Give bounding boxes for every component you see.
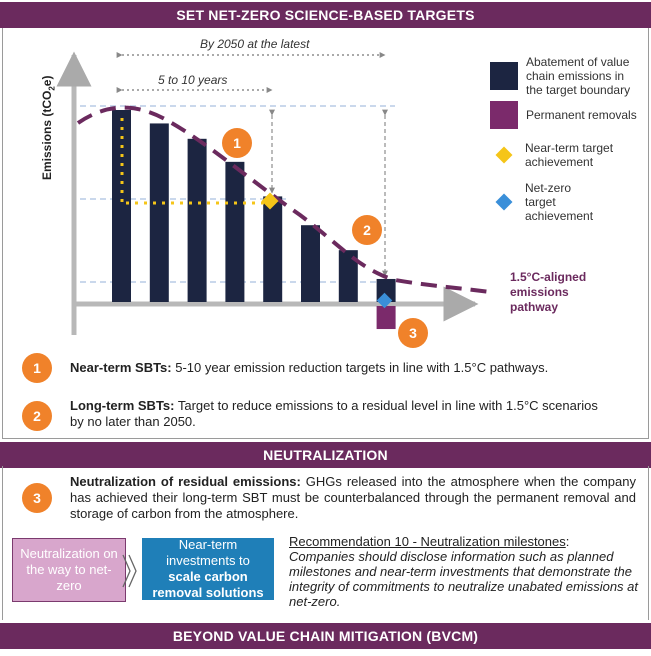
y-axis-label: Emissions (tCO2e) bbox=[40, 75, 57, 180]
span-short-label: 5 to 10 years bbox=[158, 73, 228, 87]
sbt-badge-2: 2 bbox=[22, 401, 52, 431]
chevron-right-icon bbox=[122, 554, 137, 588]
emission-bar bbox=[225, 161, 245, 302]
investments-box: Near-term investments to scale carbon re… bbox=[142, 537, 274, 600]
legend-near-term: Near-term target achievement bbox=[490, 141, 615, 169]
sbt-long-term: Long-term SBTs: Target to reduce emissio… bbox=[70, 398, 598, 429]
emissions-chart bbox=[56, 51, 491, 335]
legend-abatement: Abatement of value chain emissions in th… bbox=[490, 55, 641, 97]
pathway-label: 1.5°C-aligned emissions pathway bbox=[510, 270, 587, 314]
emission-bar bbox=[301, 225, 320, 302]
neutralization-way-box: Neutralization on the way to net-zero bbox=[12, 538, 126, 602]
emission-bar bbox=[149, 123, 169, 302]
neutralization-text: Neutralization of residual emissions: GH… bbox=[70, 474, 636, 521]
near-term-legend-icon bbox=[495, 146, 513, 164]
badge-3: 3 bbox=[398, 318, 428, 348]
badge-2: 2 bbox=[352, 215, 382, 245]
targets-frame bbox=[2, 28, 649, 439]
abatement-swatch bbox=[490, 62, 518, 90]
net-zero-legend-icon bbox=[495, 193, 513, 211]
removals-swatch bbox=[490, 101, 518, 129]
header-bvcm: BEYOND VALUE CHAIN MITIGATION (BVCM) bbox=[0, 623, 651, 649]
header-targets: SET NET-ZERO SCIENCE-BASED TARGETS bbox=[0, 2, 651, 28]
badge-1: 1 bbox=[222, 128, 252, 158]
emission-bar bbox=[112, 110, 131, 302]
legend-net-zero: Net-zero target achievement bbox=[490, 181, 605, 223]
sbt-near-term: Near-term SBTs: 5-10 year emission reduc… bbox=[70, 360, 549, 375]
near-term-diamond bbox=[261, 192, 279, 210]
span-long-label: By 2050 at the latest bbox=[200, 37, 310, 51]
emission-bar bbox=[187, 138, 207, 302]
neutralization-badge: 3 bbox=[22, 483, 52, 513]
recommendation-10: Recommendation 10 - Neutralization miles… bbox=[289, 534, 639, 609]
emission-bar bbox=[263, 196, 283, 302]
header-neutralization: NEUTRALIZATION bbox=[0, 442, 651, 468]
sbt-badge-1: 1 bbox=[22, 353, 52, 383]
emission-bar bbox=[338, 250, 358, 302]
neutralization-frame bbox=[2, 466, 649, 620]
pathway-curve bbox=[76, 105, 491, 294]
legend-removals: Permanent removals bbox=[490, 101, 637, 129]
removal-bar bbox=[376, 306, 396, 330]
